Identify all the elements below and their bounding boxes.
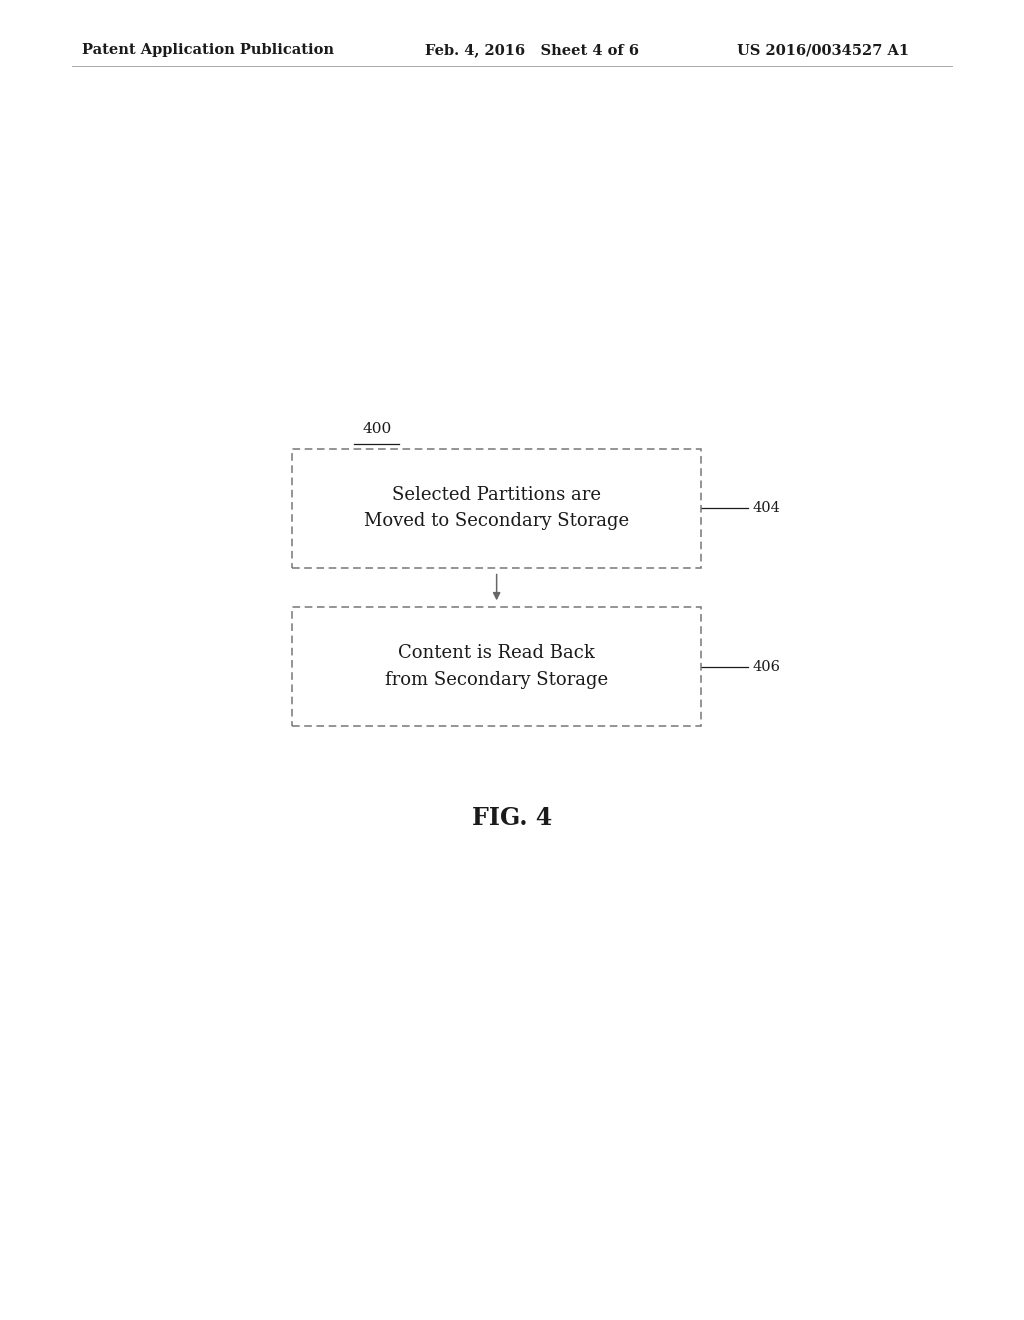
Text: Patent Application Publication: Patent Application Publication [82, 44, 334, 57]
Text: 404: 404 [753, 502, 780, 515]
Text: Selected Partitions are
Moved to Secondary Storage: Selected Partitions are Moved to Seconda… [365, 486, 629, 531]
Text: Feb. 4, 2016   Sheet 4 of 6: Feb. 4, 2016 Sheet 4 of 6 [425, 44, 639, 57]
FancyBboxPatch shape [292, 607, 701, 726]
Text: US 2016/0034527 A1: US 2016/0034527 A1 [737, 44, 909, 57]
Text: FIG. 4: FIG. 4 [472, 807, 552, 830]
Text: 400: 400 [362, 422, 391, 436]
FancyBboxPatch shape [292, 449, 701, 568]
Text: Content is Read Back
from Secondary Storage: Content is Read Back from Secondary Stor… [385, 644, 608, 689]
Text: 406: 406 [753, 660, 780, 673]
